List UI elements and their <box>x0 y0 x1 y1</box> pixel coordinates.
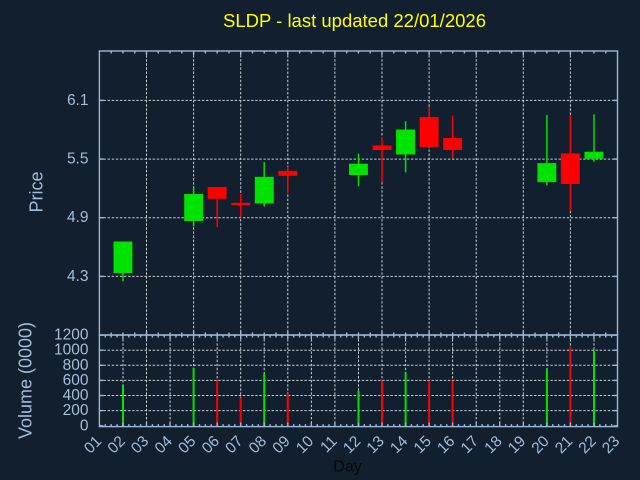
svg-text:Volume (0000): Volume (0000) <box>16 322 36 439</box>
svg-text:1000: 1000 <box>54 342 89 359</box>
svg-text:200: 200 <box>63 402 89 419</box>
svg-text:4.9: 4.9 <box>67 209 89 226</box>
svg-text:800: 800 <box>63 357 89 374</box>
svg-text:0: 0 <box>80 417 89 434</box>
svg-text:600: 600 <box>63 372 89 389</box>
svg-text:400: 400 <box>63 387 89 404</box>
svg-text:SLDP - last updated 22/01/2026: SLDP - last updated 22/01/2026 <box>223 10 486 31</box>
svg-text:6.1: 6.1 <box>67 92 89 109</box>
svg-text:1200: 1200 <box>54 327 89 344</box>
svg-text:4.3: 4.3 <box>67 268 89 285</box>
svg-text:Price: Price <box>27 171 47 212</box>
svg-text:5.5: 5.5 <box>67 151 89 168</box>
svg-text:Day: Day <box>333 459 361 476</box>
